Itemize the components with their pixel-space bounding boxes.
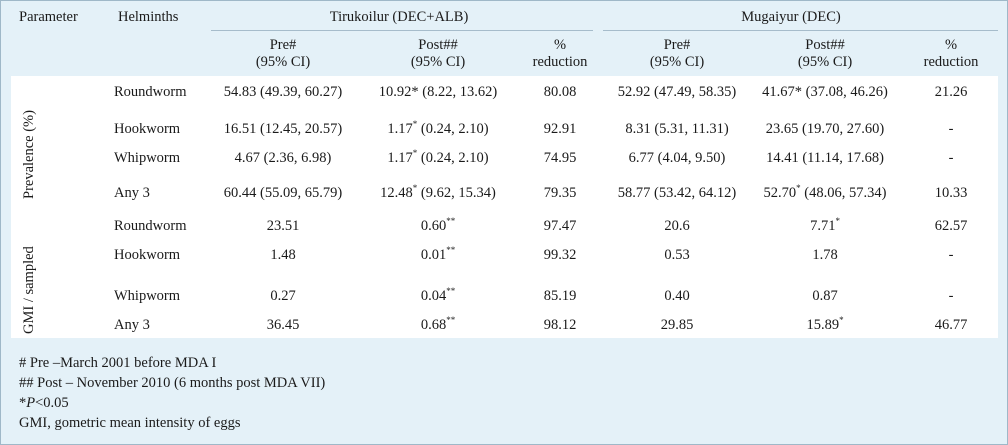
header-group-mugaiyur: Mugaiyur (DEC) <box>741 9 841 25</box>
group-label-prevalence: Prevalence (%) <box>21 110 37 199</box>
cell-red2: - <box>948 288 954 304</box>
cell-post2: 23.65 (19.70, 27.60) <box>765 121 885 137</box>
cell-post2: 7.71* <box>810 216 840 235</box>
cell-red1: 97.47 <box>543 218 577 234</box>
cell-red2: 21.26 <box>934 84 968 100</box>
cell-post1: 0.60** <box>420 216 456 235</box>
cell-pre2: 6.77 (4.04, 9.50) <box>628 150 726 166</box>
cell-pre1: 36.45 <box>266 317 300 333</box>
group-underline-mugaiyur <box>603 30 998 31</box>
cell-post1: 1.17* (0.24, 2.10) <box>387 148 489 167</box>
subheader-pre-1: Pre# (95% CI) <box>255 37 311 70</box>
cell-helminth: Whipworm <box>114 288 181 304</box>
cell-red1: 92.91 <box>543 121 577 137</box>
cell-pre2: 0.53 <box>664 247 690 263</box>
cell-pre2: 0.40 <box>664 288 690 304</box>
cell-pre1: 23.51 <box>266 218 300 234</box>
cell-post1: 0.68** <box>420 315 456 334</box>
cell-red1: 85.19 <box>543 288 577 304</box>
subheader-post-1: Post## (95% CI) <box>410 37 466 70</box>
subheader-reduction-2: % reduction <box>923 37 979 70</box>
cell-red2: 46.77 <box>934 317 968 333</box>
header-parameter: Parameter <box>19 9 78 25</box>
cell-post1: 0.01** <box>420 245 456 264</box>
cell-pre1: 1.48 <box>270 247 296 263</box>
cell-red1: 74.95 <box>543 150 577 166</box>
cell-red1: 98.12 <box>543 317 577 333</box>
subheader-pre-2: Pre# (95% CI) <box>649 37 705 70</box>
cell-pre1: 60.44 (55.09, 65.79) <box>223 185 343 201</box>
header-group-tirukoilur: Tirukoilur (DEC+ALB) <box>329 9 469 25</box>
cell-pre2: 20.6 <box>664 218 690 234</box>
cell-red2: 10.33 <box>934 185 968 201</box>
cell-red2: - <box>948 247 954 263</box>
cell-pre2: 8.31 (5.31, 11.31) <box>625 121 729 137</box>
cell-post2: 41.67* (37.08, 46.26) <box>762 84 888 100</box>
cell-helminth: Hookworm <box>114 121 181 137</box>
cell-post2: 1.78 <box>812 247 838 263</box>
cell-post1: 12.48* (9.62, 15.34) <box>380 183 496 202</box>
cell-helminth: Roundworm <box>114 84 187 100</box>
cell-post2: 15.89* <box>806 315 844 334</box>
footnote-post: ## Post – November 2010 (6 months post M… <box>19 375 326 391</box>
group-label-gmi: GMI / sampled <box>21 246 37 334</box>
footnote-pvalue: *P<0.05 <box>19 395 69 411</box>
cell-pre1: 4.67 (2.36, 6.98) <box>234 150 332 166</box>
cell-post1: 1.17* (0.24, 2.10) <box>387 119 489 138</box>
cell-post1: 10.92* (8.22, 13.62) <box>378 84 498 100</box>
cell-helminth: Any 3 <box>114 317 150 333</box>
cell-red1: 99.32 <box>543 247 577 263</box>
cell-helminth: Whipworm <box>114 150 181 166</box>
header-helminths: Helminths <box>118 9 179 25</box>
footnote-pre: # Pre –March 2001 before MDA I <box>19 355 217 371</box>
cell-helminth: Hookworm <box>114 247 181 263</box>
cell-helminth: Any 3 <box>114 185 150 201</box>
cell-post2: 0.87 <box>812 288 838 304</box>
cell-post1: 0.04** <box>420 286 456 305</box>
cell-helminth: Roundworm <box>114 218 187 234</box>
cell-post2: 52.70* (48.06, 57.34) <box>763 183 887 202</box>
subheader-post-2: Post## (95% CI) <box>797 37 853 70</box>
cell-red2: 62.57 <box>934 218 968 234</box>
table-body <box>11 76 998 338</box>
cell-red2: - <box>948 121 954 137</box>
subheader-reduction-1: % reduction <box>532 37 588 70</box>
cell-red1: 80.08 <box>543 84 577 100</box>
footnote-gmi: GMI, gometric mean intensity of eggs <box>19 415 241 431</box>
cell-red2: - <box>948 150 954 166</box>
cell-pre1: 16.51 (12.45, 20.57) <box>223 121 343 137</box>
cell-red1: 79.35 <box>543 185 577 201</box>
cell-pre2: 52.92 (47.49, 58.35) <box>617 84 737 100</box>
cell-pre2: 29.85 <box>660 317 694 333</box>
group-underline-tirukoilur <box>211 30 593 31</box>
cell-post2: 14.41 (11.14, 17.68) <box>766 150 884 166</box>
cell-pre1: 54.83 (49.39, 60.27) <box>223 84 343 100</box>
cell-pre2: 58.77 (53.42, 64.12) <box>617 185 737 201</box>
cell-pre1: 0.27 <box>270 288 296 304</box>
